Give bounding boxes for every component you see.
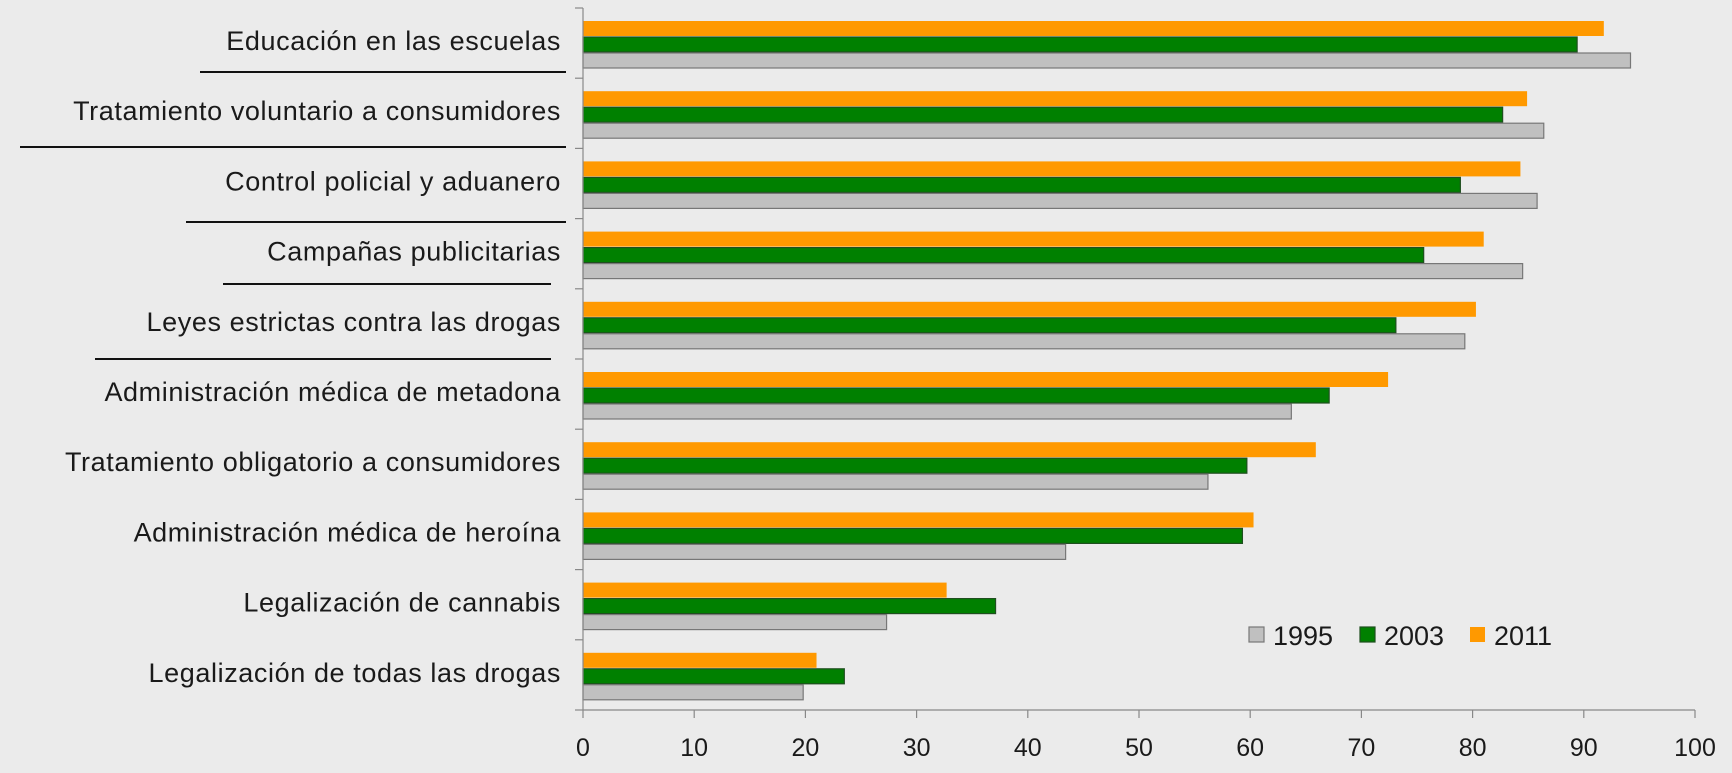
bar-2003-1 <box>582 106 1504 123</box>
bar-2011-5 <box>583 372 1389 387</box>
category-label: Administración médica de heroína <box>134 517 562 547</box>
bar-1995-4 <box>582 333 1466 350</box>
bar-2003-5 <box>582 387 1330 404</box>
category-label: Legalización de cannabis <box>243 588 561 618</box>
legend-swatch <box>1359 626 1376 643</box>
category-label: Control policial y aduanero <box>225 166 561 196</box>
bar-1995-8 <box>582 613 888 631</box>
bar-2003-0 <box>582 36 1578 53</box>
x-tick-label: 70 <box>1347 734 1375 762</box>
bar-2011-6 <box>583 442 1316 458</box>
bar-1995-1 <box>582 122 1545 139</box>
bar-1995-5 <box>582 403 1292 420</box>
x-tick-label: 0 <box>576 734 590 762</box>
bar-1995-9 <box>582 684 804 701</box>
category-label: Campañas publicitarias <box>267 237 561 267</box>
category-label: Tratamiento voluntario a consumidores <box>73 96 561 126</box>
bar-1995-3 <box>582 263 1524 280</box>
x-tick-label: 10 <box>680 734 708 762</box>
bar-2003-2 <box>582 176 1461 193</box>
x-tick-label: 80 <box>1459 734 1487 762</box>
bar-1995-6 <box>582 473 1209 490</box>
bar-1995-7 <box>582 543 1067 561</box>
x-tick-label: 100 <box>1674 734 1716 762</box>
bar-2011-1 <box>583 91 1528 107</box>
bar-2011-9 <box>583 652 817 668</box>
x-tick-label: 30 <box>903 734 931 762</box>
legend-swatch <box>1470 627 1485 642</box>
bar-2011-0 <box>583 21 1604 36</box>
bar-2011-3 <box>583 231 1484 247</box>
legend-label: 2003 <box>1384 621 1444 651</box>
category-label: Educación en las escuelas <box>226 26 561 56</box>
category-label: Legalización de todas las drogas <box>149 658 561 688</box>
legend-swatch <box>1248 626 1265 643</box>
bar-2003-3 <box>582 247 1425 264</box>
bar-2003-4 <box>582 317 1397 334</box>
legend-label: 2011 <box>1494 621 1552 651</box>
bar-2003-8 <box>582 597 997 615</box>
x-tick-label: 90 <box>1570 734 1598 762</box>
category-label: Tratamiento obligatorio a consumidores <box>65 447 561 477</box>
x-tick-label: 40 <box>1014 734 1042 762</box>
x-tick-label: 20 <box>791 734 819 762</box>
bar-2011-7 <box>583 512 1254 528</box>
bar-1995-0 <box>582 52 1632 69</box>
bar-2003-6 <box>582 457 1248 474</box>
bar-2003-7 <box>582 527 1244 545</box>
bar-2011-8 <box>583 582 947 598</box>
bar-2011-4 <box>583 301 1476 317</box>
category-label: Administración médica de metadona <box>104 377 561 407</box>
x-tick-label: 60 <box>1236 734 1264 762</box>
bar-1995-2 <box>582 192 1538 209</box>
bar-2003-9 <box>582 668 845 685</box>
legend-label: 1995 <box>1273 621 1333 651</box>
bar-2011-2 <box>583 161 1521 177</box>
x-tick-label: 50 <box>1125 734 1153 762</box>
category-label: Leyes estrictas contra las drogas <box>147 307 562 337</box>
